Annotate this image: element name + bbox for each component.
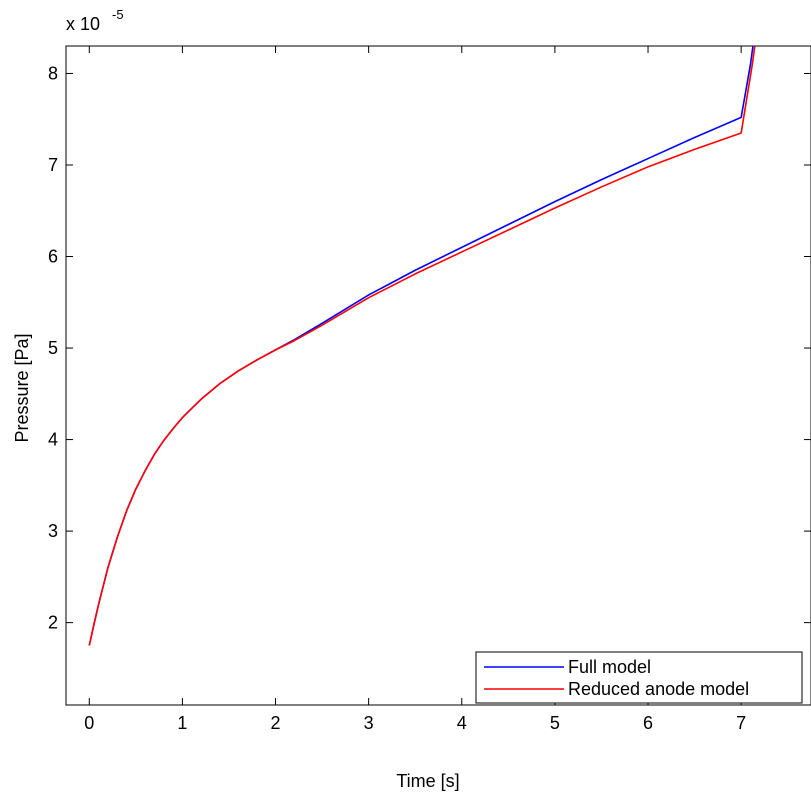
- y-tick-label: 8: [48, 63, 58, 83]
- x-tick-label: 5: [550, 713, 560, 733]
- y-axis-exponent-power: -5: [112, 7, 124, 22]
- x-tick-label: 3: [364, 713, 374, 733]
- x-tick-label: 1: [177, 713, 187, 733]
- y-tick-label: 5: [48, 338, 58, 358]
- y-tick-label: 4: [48, 430, 58, 450]
- x-tick-label: 0: [84, 713, 94, 733]
- y-tick-label: 2: [48, 613, 58, 633]
- y-axis-exponent: x 10 -5: [66, 7, 124, 34]
- x-tick-label: 7: [736, 713, 746, 733]
- legend-box: [475, 651, 803, 704]
- y-axis-exponent-base: x 10: [66, 14, 100, 34]
- y-tick-label: 7: [48, 155, 58, 175]
- y-axis-label: Pressure [Pa]: [12, 333, 32, 442]
- legend-label: Full model: [568, 657, 651, 677]
- legend-label: Reduced anode model: [568, 679, 749, 699]
- y-tick-label: 3: [48, 521, 58, 541]
- y-tick-label: 6: [48, 247, 58, 267]
- plot-area: [65, 45, 811, 706]
- x-tick-label: 6: [643, 713, 653, 733]
- series-line-reduced-anode-model: [88, 46, 756, 646]
- x-axis-label: Time [s]: [396, 771, 459, 791]
- x-tick-label: 2: [271, 713, 281, 733]
- x-tick-label: 4: [457, 713, 467, 733]
